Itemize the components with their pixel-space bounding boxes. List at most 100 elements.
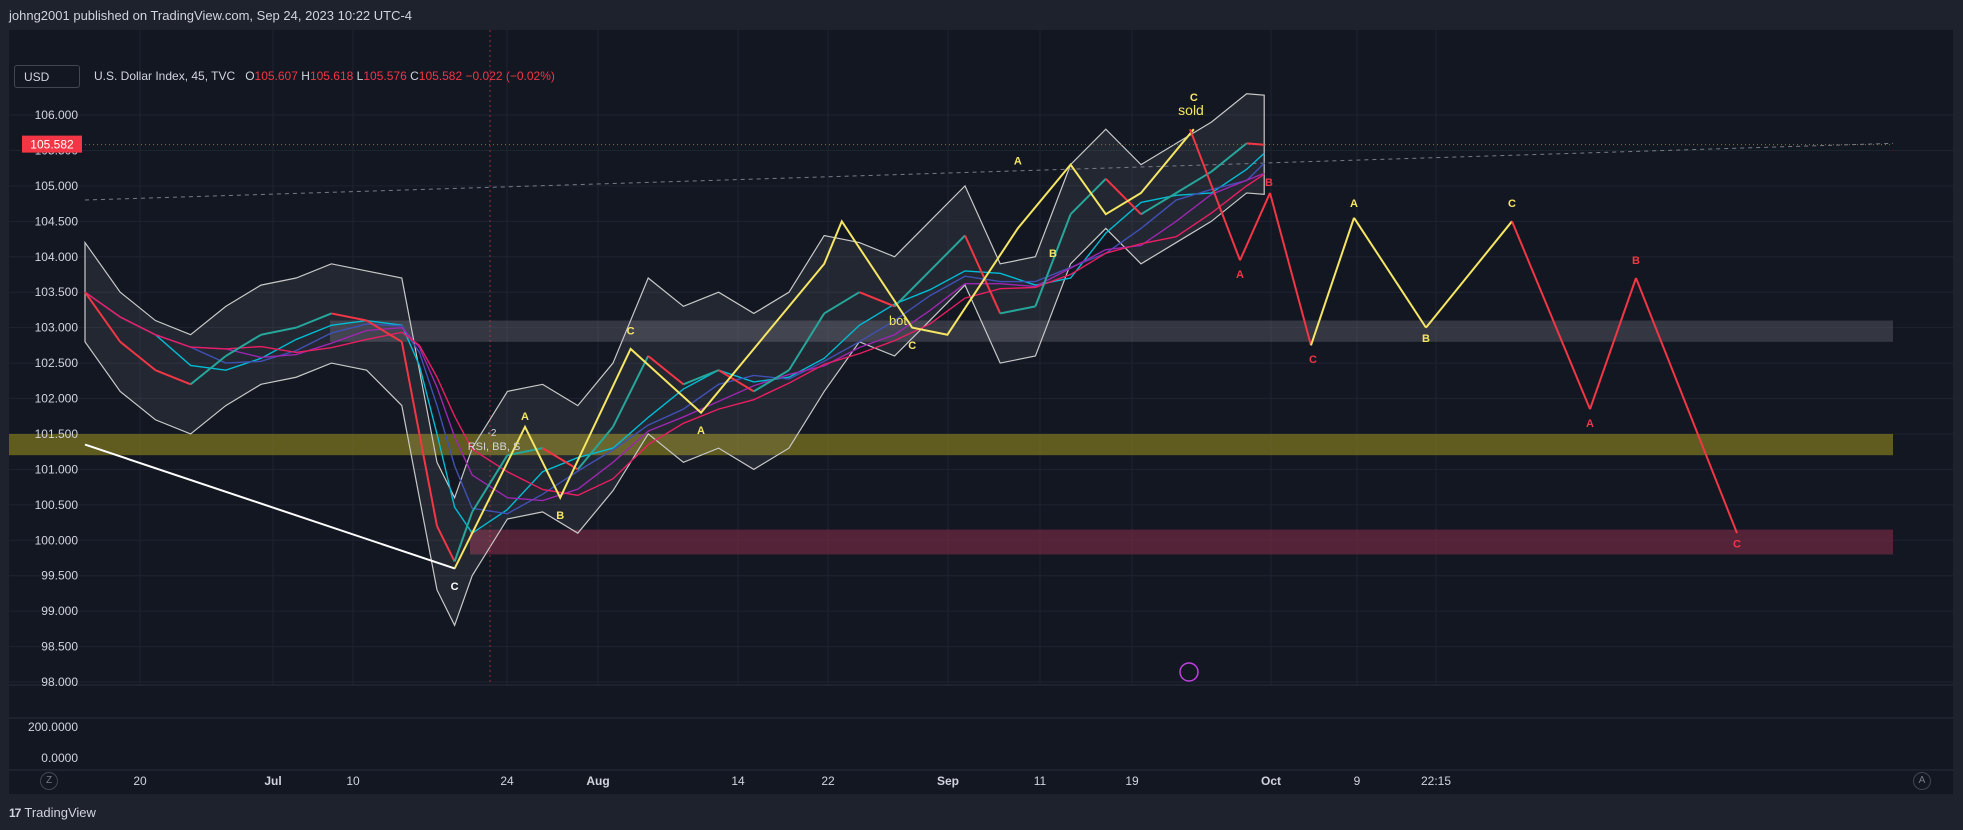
projection-segment xyxy=(1269,192,1312,346)
price-candle xyxy=(788,312,826,371)
symbol-button[interactable]: USD xyxy=(14,65,80,88)
close-label: C xyxy=(410,69,419,83)
price-candle xyxy=(823,291,860,315)
wave-labels: C A B C A C A B C A B C A B C A B C xyxy=(451,92,1741,593)
y-tick-label: 99.500 xyxy=(41,569,78,583)
brand-name: TradingView xyxy=(24,805,96,820)
x-tick-label: 22:15 xyxy=(1421,774,1451,788)
price-candle xyxy=(418,433,438,527)
projection-segment xyxy=(1635,277,1738,534)
wave-label: C xyxy=(1508,198,1516,210)
price-candle xyxy=(119,341,157,371)
price-candle xyxy=(331,312,367,322)
x-tick-label: 14 xyxy=(731,774,745,788)
annotations: sold bot RSI, BB, S -2 xyxy=(468,102,1204,682)
x-tick-label: 22 xyxy=(821,774,835,788)
trend-line-dashed xyxy=(84,142,1894,201)
x-tick-label: 24 xyxy=(500,774,514,788)
wave-label: C xyxy=(1190,92,1198,104)
price-candle xyxy=(1105,178,1142,215)
price-candle xyxy=(859,291,895,308)
x-tick-label: Sep xyxy=(937,774,959,788)
price-candle xyxy=(929,234,966,272)
wave-label: A xyxy=(1236,269,1244,281)
chart-frame xyxy=(9,30,1953,794)
y-tick-label: 100.000 xyxy=(35,533,79,547)
price-candle xyxy=(84,291,122,343)
price-candle xyxy=(1069,178,1107,215)
tv-mark-icon: 17 xyxy=(9,805,21,820)
wave-label: A xyxy=(1586,418,1594,430)
x-tick-label: Oct xyxy=(1261,774,1281,788)
change-value: −0.022 (−0.02%) xyxy=(465,69,555,83)
price-candle xyxy=(1140,192,1177,216)
low-value: 105.576 xyxy=(363,69,407,83)
wave-label: C xyxy=(451,581,459,593)
price-candle xyxy=(471,454,509,513)
close-value: 105.582 xyxy=(418,69,463,83)
wave-label: A xyxy=(697,425,705,437)
wave-label: C xyxy=(1733,538,1741,550)
y-tick-label: 104.000 xyxy=(35,250,79,264)
indicator-tick-label: 200.0000 xyxy=(28,720,78,734)
symbol-name: U.S. Dollar Index, 45, TVC xyxy=(94,69,236,83)
price-candle xyxy=(647,355,685,386)
footer-bar xyxy=(0,794,1963,830)
support-zones xyxy=(9,320,1893,555)
yellow-wave-line xyxy=(453,128,1195,570)
price-candle xyxy=(436,525,456,562)
axis-ticks: 106.000105.500105.000104.500104.000103.5… xyxy=(22,108,1451,788)
wave-label: B xyxy=(556,510,564,522)
price-candle xyxy=(155,369,191,386)
moving-average xyxy=(84,172,1265,502)
y-tick-label: 100.500 xyxy=(35,498,79,512)
wave-label: A xyxy=(521,411,529,423)
price-candle xyxy=(400,341,421,435)
y-tick-label: 102.500 xyxy=(35,356,79,370)
y-tick-label: 105.000 xyxy=(35,179,79,193)
wave-label: B xyxy=(1422,333,1430,345)
price-tag: 105.582 xyxy=(30,138,74,152)
moving-average xyxy=(84,173,1265,497)
zone-gray xyxy=(330,320,1893,342)
projection-segment xyxy=(1511,220,1591,410)
price-candle xyxy=(683,369,719,386)
white-trend-line xyxy=(84,443,456,570)
annotation-text: sold xyxy=(1178,102,1204,118)
x-tick-label: 20 xyxy=(133,774,147,788)
wave-label: B xyxy=(1049,248,1057,260)
price-candle xyxy=(1175,170,1212,194)
reference-lines xyxy=(84,30,1894,685)
price-candle xyxy=(1246,142,1265,146)
y-tick-label: 99.000 xyxy=(41,604,78,618)
auto-scale-button[interactable]: A xyxy=(1913,772,1931,790)
x-tick-label: 9 xyxy=(1354,774,1361,788)
price-candle xyxy=(718,369,755,393)
wave-label: C xyxy=(908,340,916,352)
y-tick-label: 101.000 xyxy=(35,462,79,476)
x-tick-label: Jul xyxy=(264,774,281,788)
chart-series xyxy=(84,128,1738,570)
low-label: L xyxy=(356,69,364,83)
chart-grid xyxy=(9,30,1953,771)
tradingview-logo[interactable]: 17 TradingView xyxy=(9,805,96,820)
annotation-text: -2 xyxy=(488,428,497,439)
annotation-text: RSI, BB, S xyxy=(468,441,521,453)
projection-segment xyxy=(1189,128,1241,261)
y-tick-label: 102.000 xyxy=(35,392,79,406)
zoom-left-button[interactable]: Z xyxy=(40,772,58,790)
price-candle xyxy=(1034,213,1072,307)
price-candle xyxy=(542,447,579,471)
annotation-text: bot xyxy=(889,313,907,328)
price-candle xyxy=(1000,305,1036,315)
price-candle xyxy=(295,312,332,329)
wave-label: C xyxy=(627,326,635,338)
high-value: 105.618 xyxy=(309,69,354,83)
price-candle xyxy=(225,333,262,357)
projection-segment xyxy=(1353,217,1427,329)
open-label: O xyxy=(245,69,255,83)
wave-label: A xyxy=(1350,198,1358,210)
projection-segment xyxy=(1239,192,1271,261)
x-tick-label: 10 xyxy=(346,774,360,788)
